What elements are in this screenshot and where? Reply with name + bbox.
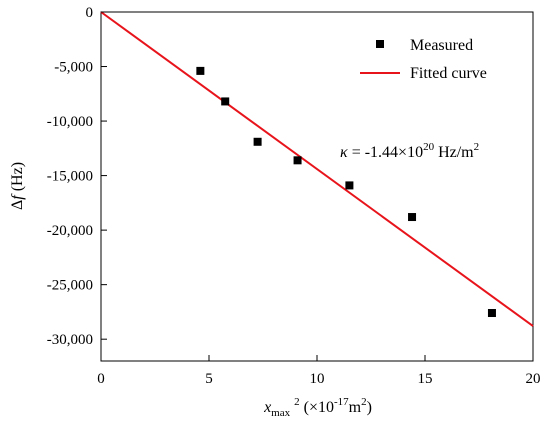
- x-tick-label: 5: [205, 371, 213, 387]
- x-tick-label: 10: [310, 371, 325, 387]
- y-tick-label: -25,000: [47, 278, 93, 294]
- y-axis-title: Δf (Hz): [9, 162, 26, 210]
- y-tick-label: -20,000: [47, 223, 93, 239]
- y-tick-label: -15,000: [47, 169, 93, 185]
- slope-annotation: κ = -1.44×1020 Hz/m2: [340, 141, 479, 161]
- legend-label-measured: Measured: [410, 37, 473, 54]
- annotation-exponent: 20: [423, 141, 435, 153]
- annotation-value: = -1.44×10: [348, 144, 423, 161]
- data-point: [221, 97, 230, 106]
- data-point: [345, 181, 354, 190]
- y-tick-label: 0: [86, 5, 94, 21]
- annotation-unit: Hz/m: [434, 144, 474, 161]
- x-axis-title: xmax2 (×10-17m2): [263, 396, 372, 419]
- x-tick-label: 20: [526, 371, 541, 387]
- data-point: [487, 309, 496, 318]
- y-tick-label: -10,000: [47, 114, 93, 130]
- data-point: [253, 137, 262, 146]
- y-tick-label: -5,000: [54, 60, 93, 76]
- annotation-unit-exponent: 2: [474, 141, 480, 153]
- annotation-symbol: κ: [340, 144, 348, 161]
- x-tick-label: 0: [97, 371, 105, 387]
- scatter-points: [196, 66, 496, 318]
- y-tick-label: -30,000: [47, 332, 93, 348]
- data-point: [196, 66, 205, 75]
- y-axis: 0 -5,000 -10,000 -15,000 -20,000 -25,000 -30,0…: [47, 5, 107, 348]
- x-axis: 0 5 10 15 20: [97, 355, 541, 387]
- data-point: [293, 156, 302, 165]
- data-point: [408, 213, 417, 222]
- legend: Measured Fitted curve: [360, 37, 487, 82]
- x-tick-label: 15: [418, 371, 433, 387]
- fitted-curve: [100, 11, 534, 327]
- legend-marker-measured: [376, 40, 384, 48]
- legend-label-fitted: Fitted curve: [410, 65, 487, 82]
